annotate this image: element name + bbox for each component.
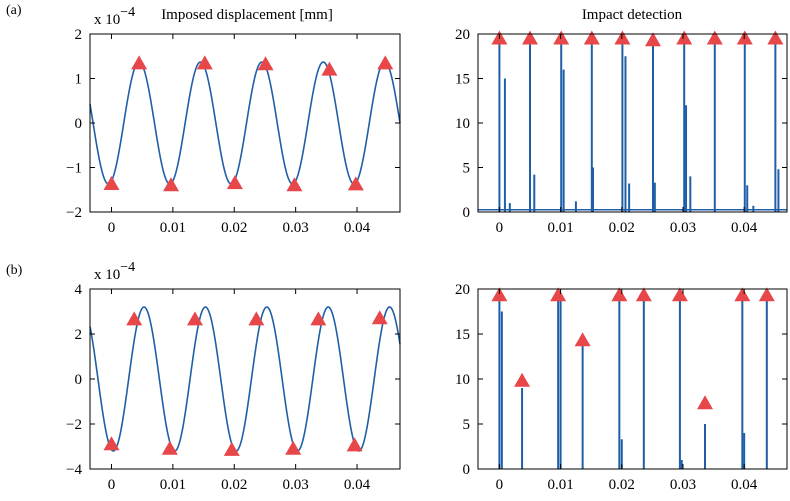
- panel-label-b: (b): [6, 263, 23, 278]
- marker-b-right-8: [734, 287, 751, 302]
- xtick-label-a-left-4: 0.04: [344, 220, 371, 236]
- ytick-label-b-right-2: 10: [455, 372, 470, 388]
- ytick-label-b-right-1: 5: [463, 417, 471, 433]
- multiplier-a-left-exponent: −4: [120, 5, 135, 20]
- marker-b-left-6: [285, 440, 302, 455]
- ytick-label-a-left-4: 2: [75, 27, 83, 43]
- xtick-label-a-right-2: 0.02: [609, 220, 635, 236]
- xtick-label-b-left-2: 0.02: [221, 477, 247, 493]
- title-a-right: Impact detection: [582, 7, 683, 23]
- marker-a-left-0: [103, 175, 120, 190]
- marker-b-left-4: [223, 441, 240, 456]
- marker-b-left-8: [346, 437, 363, 452]
- xtick-label-b-left-1: 0.01: [160, 477, 186, 493]
- marker-a-left-6: [286, 177, 303, 192]
- xtick-label-b-right-1: 0.01: [547, 477, 573, 493]
- marker-a-right-9: [767, 30, 784, 45]
- marker-a-left-8: [347, 176, 364, 191]
- marker-a-right-1: [522, 30, 539, 45]
- ytick-label-a-left-2: 0: [75, 116, 83, 132]
- marker-a-right-7: [706, 30, 723, 45]
- plot-b-imposed-displacement: 0 0.01 0.02 0.03 0.04 −4 −2 0 2 4: [66, 282, 401, 493]
- xtick-label-a-left-2: 0.02: [221, 220, 247, 236]
- xtick-label-b-left-3: 0.03: [283, 477, 309, 493]
- ytick-label-b-left-3: 2: [75, 327, 83, 343]
- marker-a-left-2: [163, 177, 180, 192]
- marker-a-right-2: [553, 30, 570, 45]
- plot-a-imposed-displacement: 0 0.01 0.02 0.03 0.04 −2 −1 0 1 2: [66, 27, 401, 236]
- marker-a-left-7: [321, 61, 338, 76]
- xtick-label-a-left-3: 0.03: [283, 220, 309, 236]
- ytick-label-a-right-0: 0: [463, 205, 471, 221]
- plot-a-impact-detection: 0 0.01 0.02 0.03 0.04 0 5 10 15 20: [455, 27, 788, 236]
- marker-b-right-2: [550, 287, 567, 302]
- marker-b-left-0: [103, 436, 120, 451]
- xtick-label-b-right-0: 0: [496, 477, 504, 493]
- axes-frame-a-right: [477, 33, 788, 213]
- xtick-label-b-right-4: 0.04: [731, 477, 758, 493]
- ytick-label-b-right-4: 20: [455, 282, 470, 298]
- ytick-label-a-left-1: −1: [66, 161, 82, 177]
- panel-label-a: (a): [6, 3, 22, 18]
- marker-a-left-4: [226, 175, 243, 190]
- ytick-label-b-left-1: −2: [66, 417, 82, 433]
- series-line-a-left-0: [89, 61, 401, 185]
- ytick-label-b-right-3: 15: [455, 327, 470, 343]
- marker-a-right-6: [676, 30, 693, 45]
- xtick-label-b-right-3: 0.03: [670, 477, 696, 493]
- multiplier-a-left: x 10−4: [94, 5, 135, 28]
- marker-b-right-0: [491, 287, 508, 302]
- xtick-label-a-right-0: 0: [496, 220, 504, 236]
- marker-b-right-4: [611, 287, 628, 302]
- ytick-label-a-right-4: 20: [455, 27, 470, 43]
- multiplier-a-left-base: x 10: [94, 12, 120, 28]
- xtick-label-a-right-1: 0.01: [547, 220, 573, 236]
- ytick-label-a-left-3: 1: [75, 72, 83, 88]
- marker-a-left-9: [377, 55, 394, 70]
- xtick-label-a-right-4: 0.04: [731, 220, 758, 236]
- multiplier-b-left-exponent: −4: [120, 260, 135, 275]
- marker-b-left-3: [186, 311, 203, 326]
- marker-b-right-5: [635, 287, 652, 302]
- marker-b-right-7: [697, 395, 714, 410]
- ytick-label-a-right-1: 5: [463, 161, 471, 177]
- marker-b-right-1: [514, 372, 531, 387]
- ytick-label-a-right-3: 15: [455, 72, 470, 88]
- xtick-label-a-right-3: 0.03: [670, 220, 696, 236]
- marker-b-left-2: [161, 440, 178, 455]
- marker-b-right-3: [574, 332, 591, 347]
- marker-a-left-3: [196, 55, 213, 70]
- marker-a-left-1: [131, 55, 148, 70]
- ytick-label-b-left-2: 0: [75, 372, 83, 388]
- xtick-label-b-left-4: 0.04: [344, 477, 371, 493]
- ytick-label-b-left-4: 4: [75, 282, 83, 298]
- marker-b-left-5: [248, 311, 265, 326]
- xtick-label-b-right-2: 0.02: [609, 477, 635, 493]
- ytick-label-b-left-0: −4: [66, 462, 82, 478]
- multiplier-b-left-base: x 10: [94, 267, 120, 283]
- marker-a-right-3: [583, 30, 600, 45]
- title-a-left: Imposed displacement [mm]: [161, 7, 333, 23]
- marker-a-right-8: [736, 30, 753, 45]
- marker-b-left-7: [310, 311, 327, 326]
- marker-b-right-6: [671, 287, 688, 302]
- ytick-label-b-right-0: 0: [463, 462, 471, 478]
- xtick-label-b-left-0: 0: [108, 477, 116, 493]
- ytick-label-a-left-0: −2: [66, 205, 82, 221]
- marker-a-right-5: [644, 32, 661, 47]
- marker-b-left-1: [126, 311, 143, 326]
- marker-a-left-5: [257, 56, 274, 71]
- multiplier-b-left: x 10−4: [94, 260, 135, 283]
- marker-b-left-9: [371, 310, 388, 325]
- marker-a-right-4: [614, 30, 631, 45]
- xtick-label-a-left-1: 0.01: [160, 220, 186, 236]
- marker-b-right-9: [758, 287, 775, 302]
- ytick-label-a-right-2: 10: [455, 116, 470, 132]
- xtick-label-a-left-0: 0: [108, 220, 116, 236]
- plot-b-impact-detection: 0 0.01 0.02 0.03 0.04 0 5 10 15 20: [455, 282, 788, 493]
- series-line-b-left-0: [89, 306, 401, 452]
